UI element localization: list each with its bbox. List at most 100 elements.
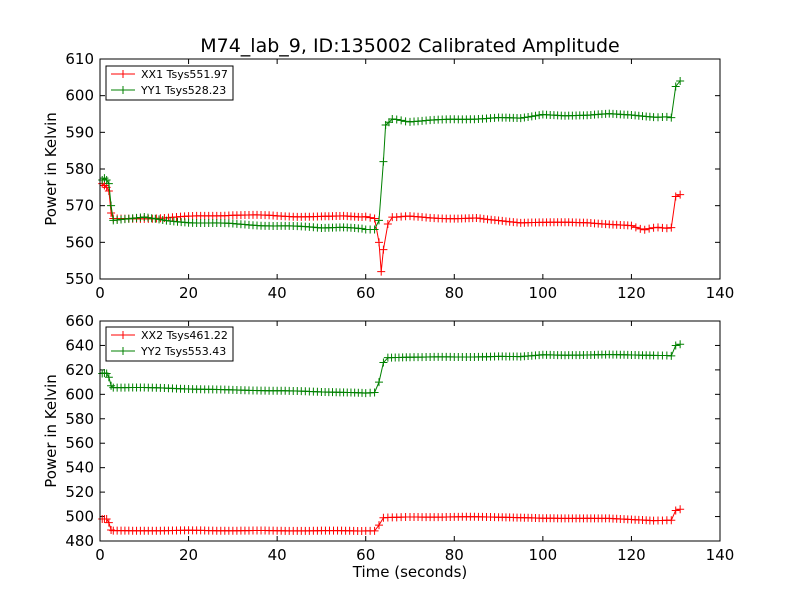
top-point-yy1 xyxy=(392,115,401,124)
bottom-point-yy2 xyxy=(375,378,383,387)
bottom-axes-frame xyxy=(99,320,721,542)
top-y-tick-label: 550 xyxy=(65,270,94,288)
top-x-tick-label: 60 xyxy=(356,284,375,302)
top-legend-marker-yy1 xyxy=(119,86,127,94)
top-point-yy1 xyxy=(379,157,388,166)
top-x-tick-label: 40 xyxy=(268,284,287,302)
bottom-point-yy2 xyxy=(104,373,113,382)
top-point-yy1 xyxy=(147,214,156,223)
top-y-tick-label: 560 xyxy=(65,233,94,251)
top-point-yy1 xyxy=(667,113,676,122)
top-point-xx1 xyxy=(366,213,375,222)
bottom-legend-box xyxy=(105,326,234,362)
top-point-xx1 xyxy=(383,220,392,228)
bottom-y-tick-label: 540 xyxy=(65,459,94,477)
top-y-tick-label: 610 xyxy=(65,50,94,68)
top-point-xx1 xyxy=(676,190,685,199)
top-x-tick-label: 20 xyxy=(179,284,198,302)
top-point-yy1 xyxy=(140,213,149,222)
top-point-yy1 xyxy=(535,111,544,120)
top-point-yy1 xyxy=(104,179,113,188)
bottom-legend-label-yy2: YY2 Tsys553.43 xyxy=(140,345,226,358)
top-point-yy1 xyxy=(143,213,152,222)
bottom-point-xx2 xyxy=(671,506,680,515)
top-point-xx1 xyxy=(375,238,383,247)
top-point-xx1 xyxy=(627,221,636,230)
top-plot-area: 0 20 40 60 80 100 120 140 550 560 570 580 590 600 610 xyxy=(65,50,734,302)
top-point-yy1 xyxy=(151,214,160,223)
bottom-y-axis-label: Power in Kelvin xyxy=(42,374,60,488)
top-point-xx1 xyxy=(654,223,662,232)
top-point-xx1 xyxy=(377,267,386,276)
top-point-xx1 xyxy=(662,224,671,233)
top-point-yy1 xyxy=(527,112,536,121)
bottom-y-tick-label: 560 xyxy=(65,434,94,452)
top-x-tick-label: 140 xyxy=(706,284,735,302)
bottom-point-yy2 xyxy=(667,351,676,360)
x-axis-label: Time (seconds) xyxy=(352,563,468,581)
bottom-y-tick-label: 640 xyxy=(65,336,94,354)
bottom-y-tick-label: 620 xyxy=(65,361,94,379)
top-point-yy1 xyxy=(375,216,383,225)
bottom-x-tick-label: 40 xyxy=(268,546,287,564)
top-point-yy1 xyxy=(662,112,671,121)
bottom-legend-label-xx2: XX2 Tsys461.22 xyxy=(141,329,228,342)
bottom-legend-marker-yy2 xyxy=(119,347,127,355)
bottom-y-tick-label: 600 xyxy=(65,385,94,403)
bottom-panel: Power in Kelvin Time (seconds) 0 20 40 60 80… xyxy=(42,312,734,581)
top-point-yy1 xyxy=(158,216,167,225)
bottom-y-tick-label: 580 xyxy=(65,410,94,428)
bottom-x-tick-label: 100 xyxy=(529,546,558,564)
bottom-legend: XX2 Tsys461.22 YY2 Tsys553.43 xyxy=(105,326,234,362)
top-legend-box xyxy=(105,65,234,101)
top-y-tick-label: 590 xyxy=(65,123,94,141)
top-point-yy1 xyxy=(358,224,367,233)
top-point-yy1 xyxy=(384,118,393,127)
bottom-point-xx2 xyxy=(667,516,676,525)
top-point-xx1 xyxy=(645,224,654,233)
top-point-xx1 xyxy=(671,192,680,201)
top-legend-label-yy1: YY1 Tsys528.23 xyxy=(140,84,226,97)
top-point-xx1 xyxy=(667,223,676,232)
top-point-yy1 xyxy=(516,114,525,123)
top-legend-marker-xx1 xyxy=(119,70,127,78)
bottom-point-xx2 xyxy=(375,521,383,530)
top-point-xx1 xyxy=(631,223,640,232)
top-y-tick-label: 580 xyxy=(65,160,94,178)
top-x-tick-label: 0 xyxy=(95,284,105,302)
top-x-tick-label: 120 xyxy=(617,284,646,302)
bottom-point-yy2 xyxy=(370,388,379,397)
bottom-x-tick-label: 20 xyxy=(179,546,198,564)
top-point-xx1 xyxy=(370,214,379,223)
bottom-y-tick-label: 660 xyxy=(65,312,94,330)
bottom-x-tick-label: 0 xyxy=(95,546,105,564)
top-axes-frame xyxy=(99,58,721,280)
top-point-yy1 xyxy=(676,77,685,85)
bottom-y-tick-label: 520 xyxy=(65,483,94,501)
top-point-xx1 xyxy=(636,224,645,233)
bottom-legend-marker-xx2 xyxy=(119,331,127,339)
bottom-point-yy2 xyxy=(671,341,680,350)
top-point-yy1 xyxy=(524,112,533,121)
bottom-x-tick-label: 140 xyxy=(706,546,735,564)
top-point-xx1 xyxy=(104,187,113,195)
top-point-xx1 xyxy=(640,225,649,234)
top-point-yy1 xyxy=(370,225,379,234)
bottom-point-xx2 xyxy=(370,526,379,535)
bottom-y-tick-label: 480 xyxy=(65,532,94,550)
bottom-point-yy2 xyxy=(676,340,685,349)
top-point-yy1 xyxy=(520,113,529,122)
top-point-xx1 xyxy=(379,245,388,254)
top-legend: XX1 Tsys551.97 YY1 Tsys528.23 xyxy=(105,65,234,101)
bottom-point-xx2 xyxy=(104,518,113,527)
bottom-x-tick-label: 60 xyxy=(356,546,375,564)
top-point-yy1 xyxy=(671,82,680,91)
top-point-xx1 xyxy=(361,212,370,221)
bottom-point-yy2 xyxy=(379,358,388,367)
top-point-yy1 xyxy=(155,215,164,224)
bottom-point-xx2 xyxy=(676,505,685,514)
bottom-y-tick-label: 500 xyxy=(65,508,94,526)
top-point-yy1 xyxy=(531,111,540,120)
bottom-plot-area: 0 20 40 60 80 100 120 140 480 500 520 540 560 580 600 6… xyxy=(65,312,734,564)
